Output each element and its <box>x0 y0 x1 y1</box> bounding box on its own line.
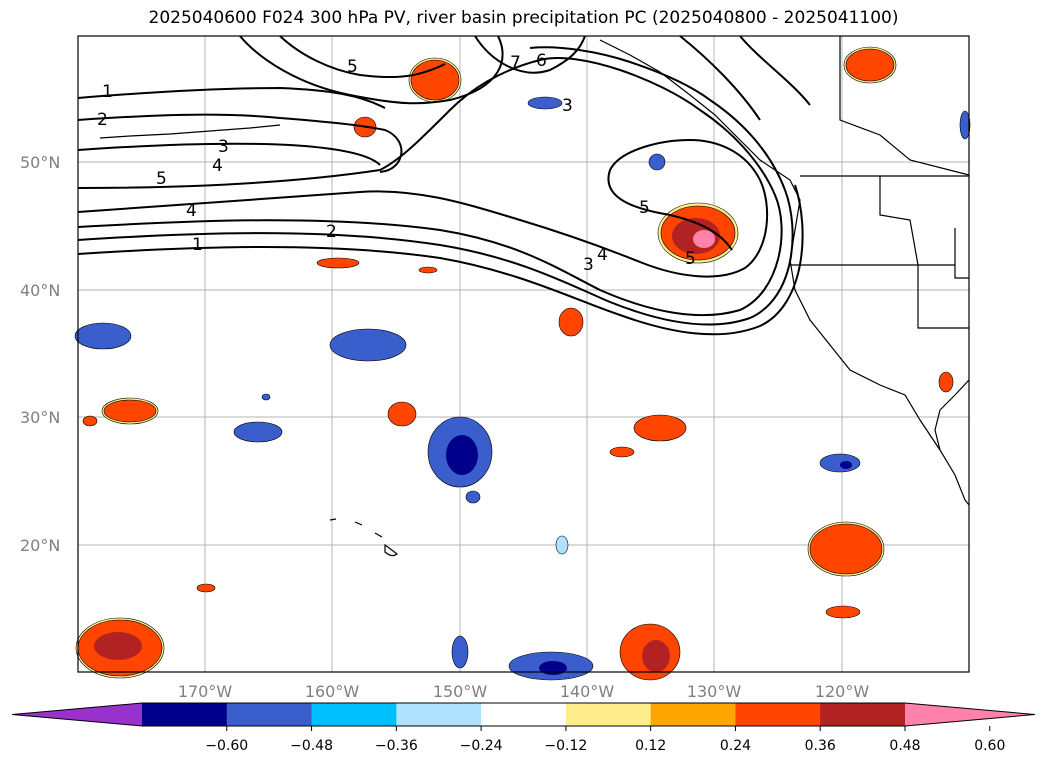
colorbar-tick-label: −0.36 <box>375 738 418 754</box>
contour-label: 4 <box>597 245 608 265</box>
contour-label: 1 <box>102 82 113 102</box>
colorbar-tick-label: 0.12 <box>635 738 666 754</box>
pv-contours <box>77 35 811 336</box>
contour-label: 7 <box>510 53 521 73</box>
contour-label: 2 <box>326 222 337 242</box>
colorbar-segment <box>396 703 482 726</box>
latitude-labels: 50°N 40°N 30°N 20°N <box>20 153 60 555</box>
lat-label: 40°N <box>20 281 60 300</box>
colorbar-tick-label: −0.60 <box>205 738 248 754</box>
contour-label: 4 <box>212 156 223 176</box>
contour-label: 5 <box>639 198 650 218</box>
colorbar-tick-label: −0.24 <box>460 738 503 754</box>
colorbar-segment <box>311 703 397 726</box>
map-panel: 1 2 3 4 5 4 1 2 3 4 5 5 5 6 7 3 <box>74 35 971 681</box>
contour-label: 2 <box>97 110 108 130</box>
lon-label: 150°W <box>433 682 488 701</box>
colorbar-segment <box>820 703 906 726</box>
contour-label: 5 <box>347 57 358 77</box>
colorbar-segment <box>142 703 228 726</box>
colorbar-segment <box>650 703 736 726</box>
colorbar-tick-label: −0.48 <box>290 738 333 754</box>
lon-label: 160°W <box>305 682 360 701</box>
colorbar: −0.60 −0.48 −0.36 −0.24 −0.12 0.12 0.24 0.36 0.4… <box>11 702 1036 754</box>
colorbar-extend-low <box>12 703 142 726</box>
coastlines <box>99 36 970 557</box>
map-border <box>77 35 970 673</box>
lat-label: 20°N <box>20 536 60 555</box>
contour-label: 3 <box>562 96 573 116</box>
lon-label: 140°W <box>560 682 615 701</box>
colorbar-segment <box>226 703 313 726</box>
lon-label: 120°W <box>815 682 870 701</box>
colorbar-tick-label: 0.36 <box>805 738 836 754</box>
contour-label: 1 <box>192 235 203 255</box>
lat-label: 50°N <box>20 153 60 172</box>
map-title: 2025040600 F024 300 hPa PV, river basin … <box>148 8 899 28</box>
colorbar-tick-label: −0.12 <box>544 738 587 754</box>
colorbar-tick-label: 0.48 <box>889 738 920 754</box>
contour-label: 5 <box>156 169 167 189</box>
colorbar-segment <box>481 703 567 726</box>
contour-label: 6 <box>536 51 547 71</box>
lon-label: 170°W <box>178 682 233 701</box>
colorbar-tick-label: 0.60 <box>974 738 1005 754</box>
colorbar-segment <box>735 703 821 726</box>
colorbar-outline <box>11 702 1036 727</box>
contour-labels: 1 2 3 4 5 4 1 2 3 4 5 5 5 6 7 3 <box>97 51 696 275</box>
longitude-labels: 170°W 160°W 150°W 140°W 130°W 120°W <box>178 682 870 701</box>
contour-label: 3 <box>218 137 229 157</box>
contour-label: 5 <box>685 249 696 269</box>
contour-label: 3 <box>583 255 594 275</box>
lon-label: 130°W <box>687 682 742 701</box>
lat-label: 30°N <box>20 408 60 427</box>
contour-label: 4 <box>186 201 197 221</box>
colorbar-extend-high <box>905 703 1035 726</box>
colorbar-segment <box>565 703 652 726</box>
colorbar-tick-label: 0.24 <box>720 738 751 754</box>
